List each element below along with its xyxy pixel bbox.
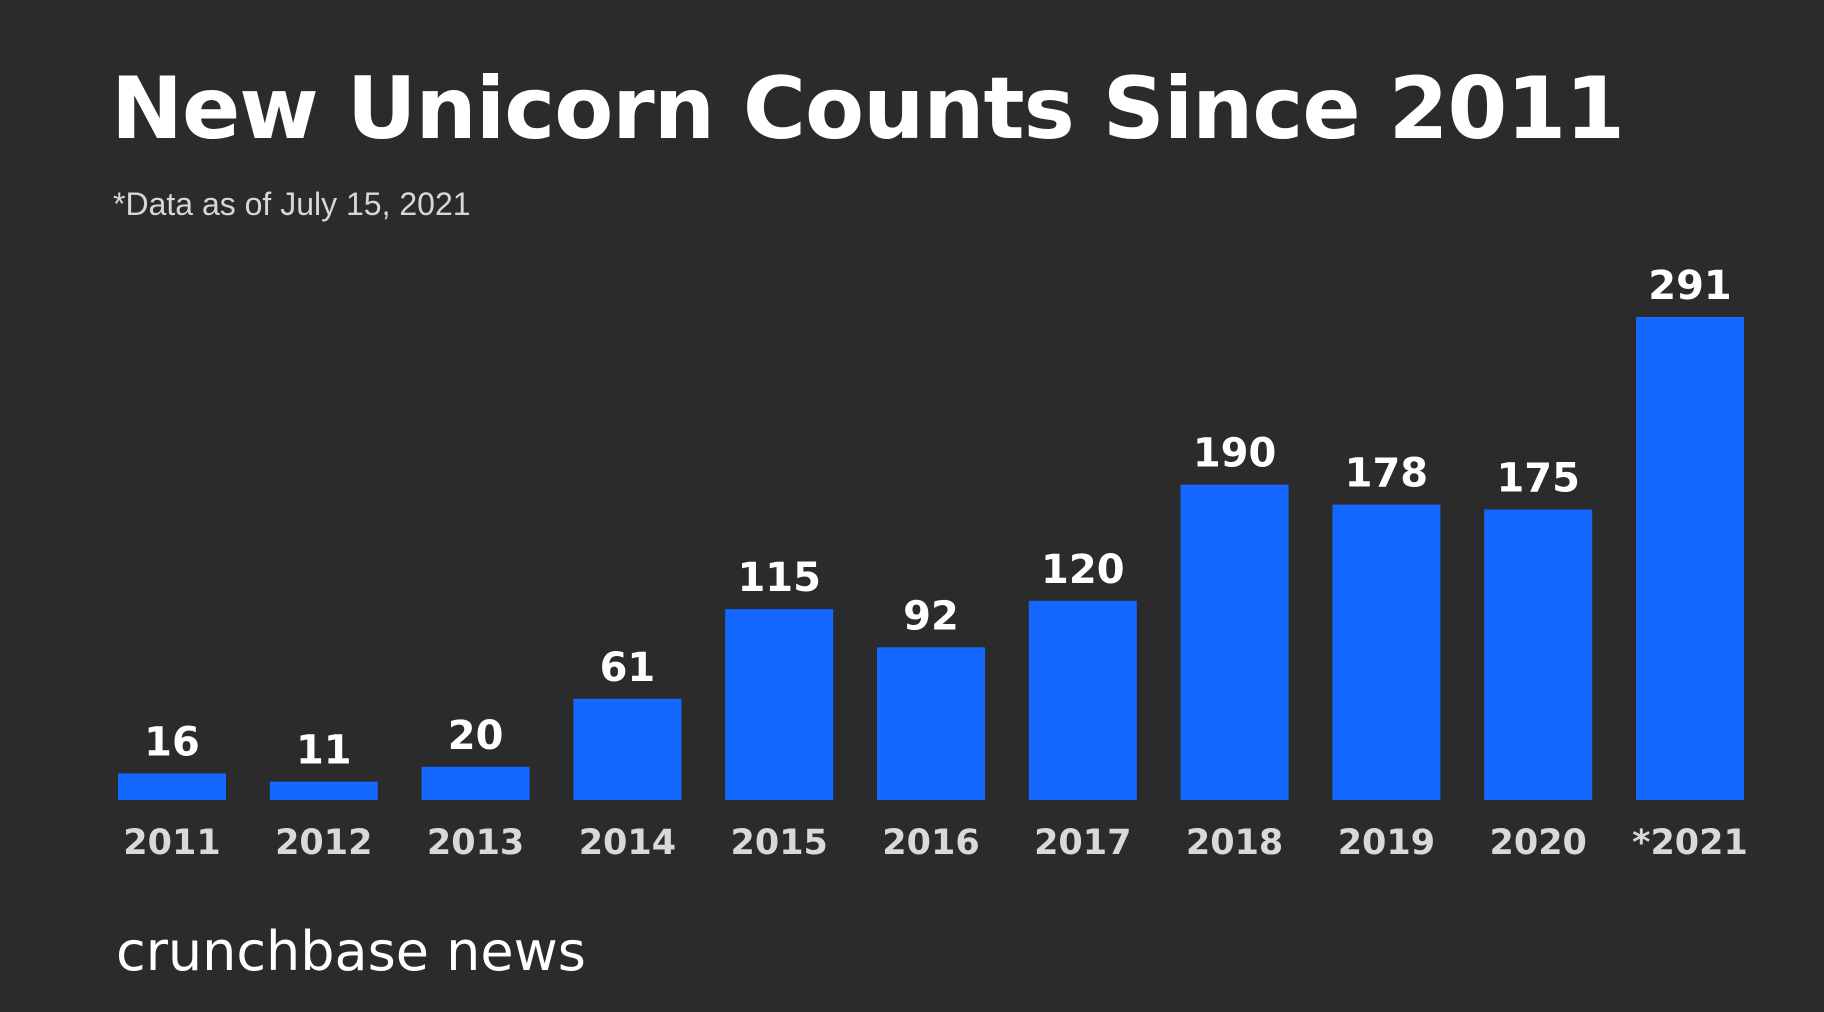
category-label: *2021 bbox=[1632, 823, 1748, 863]
value-label: 115 bbox=[737, 555, 821, 601]
bar-2017 bbox=[1028, 600, 1137, 800]
category-label: 2012 bbox=[275, 823, 372, 863]
category-label: 2015 bbox=[730, 823, 827, 863]
chart-subtitle: *Data as of July 15, 2021 bbox=[113, 186, 471, 222]
category-label: 2011 bbox=[123, 823, 220, 863]
category-label: 2013 bbox=[427, 823, 524, 863]
category-label: 2018 bbox=[1186, 823, 1283, 863]
value-label: 175 bbox=[1496, 456, 1580, 502]
category-label: 2020 bbox=[1489, 823, 1586, 863]
bar-2013 bbox=[421, 766, 530, 800]
bars-group bbox=[118, 317, 1744, 800]
value-label: 16 bbox=[144, 719, 200, 765]
value-label: 178 bbox=[1345, 451, 1429, 497]
chart-title: New Unicorn Counts Since 2011 bbox=[111, 59, 1625, 159]
category-label: 2016 bbox=[882, 823, 979, 863]
bar-2011 bbox=[118, 773, 226, 800]
bar-2020 bbox=[1484, 509, 1593, 800]
category-labels-group: 2011 2012 2013 2014 2015 2016 2017 2018 2019 2020… bbox=[123, 823, 1748, 863]
value-label: 92 bbox=[903, 593, 959, 639]
bar-2018 bbox=[1180, 484, 1289, 800]
bar-2012 bbox=[269, 781, 378, 800]
value-labels-group: 16 11 20 61 115 92 120 190 178 175 291 bbox=[144, 263, 1732, 774]
brand-logo: crunchbase news bbox=[116, 920, 586, 983]
bar-2014 bbox=[573, 698, 682, 800]
bar-2019 bbox=[1332, 504, 1441, 800]
value-label: 291 bbox=[1648, 263, 1732, 309]
value-label: 20 bbox=[448, 713, 504, 759]
category-label: 2014 bbox=[579, 823, 676, 863]
category-label: 2019 bbox=[1338, 823, 1435, 863]
category-label: 2017 bbox=[1034, 823, 1131, 863]
bar-2016 bbox=[877, 647, 985, 800]
bar-2015 bbox=[725, 609, 834, 800]
value-label: 61 bbox=[600, 645, 656, 691]
value-label: 11 bbox=[296, 728, 352, 774]
value-label: 190 bbox=[1193, 431, 1277, 477]
bar-*2021 bbox=[1636, 317, 1744, 800]
value-label: 120 bbox=[1041, 547, 1125, 593]
